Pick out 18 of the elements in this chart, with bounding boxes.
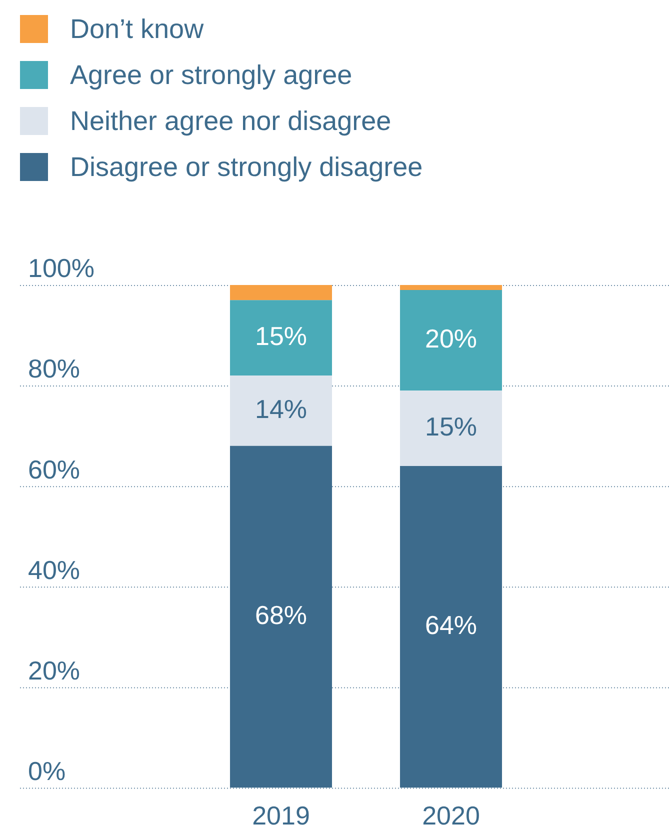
data-label: 15% [424, 411, 478, 442]
data-label: 15% [254, 320, 308, 351]
data-label: 64% [424, 610, 478, 640]
y-tick-label: 20% [28, 655, 80, 686]
legend-label: Disagree or strongly disagree [70, 152, 423, 182]
y-tick-label: 80% [28, 354, 80, 384]
y-tick-label: 40% [28, 554, 80, 585]
legend-label: Neither agree nor disagree [70, 106, 392, 136]
x-tick-label: 2019 [252, 800, 310, 831]
legend-label: Don’t know [70, 14, 204, 44]
y-tick-label: 60% [28, 454, 80, 484]
legend-label: Agree or strongly agree [70, 60, 352, 90]
y-tick-label: 0% [28, 756, 66, 786]
data-label: 20% [424, 323, 478, 354]
data-label: 14% [254, 394, 308, 424]
x-tick-label: 2020 [422, 800, 480, 831]
data-label: 68% [254, 600, 308, 630]
y-tick-label: 100% [28, 253, 94, 284]
